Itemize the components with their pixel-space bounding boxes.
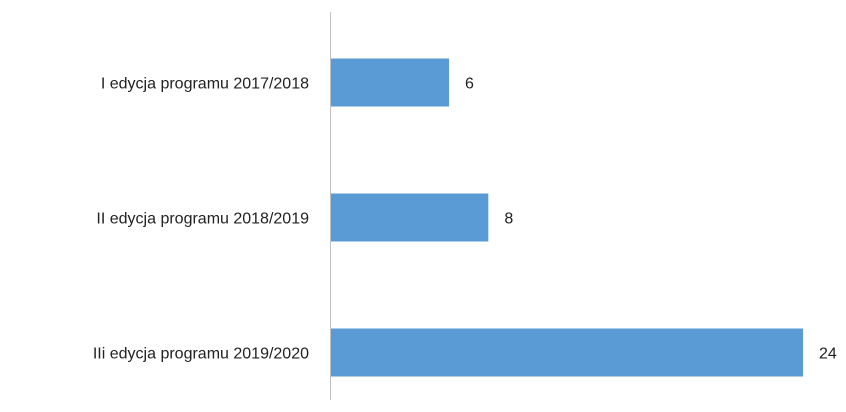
y-tick-label: IIi edycja programu 2019/2020	[93, 346, 309, 363]
data-label: 8	[504, 211, 513, 228]
bar	[331, 58, 449, 107]
bar	[331, 193, 489, 242]
data-label: 24	[819, 346, 837, 363]
bar	[331, 328, 803, 377]
data-label: 6	[465, 76, 474, 93]
y-tick-label: I edycja programu 2017/2018	[101, 76, 309, 93]
y-tick-label: II edycja programu 2018/2019	[96, 211, 309, 228]
